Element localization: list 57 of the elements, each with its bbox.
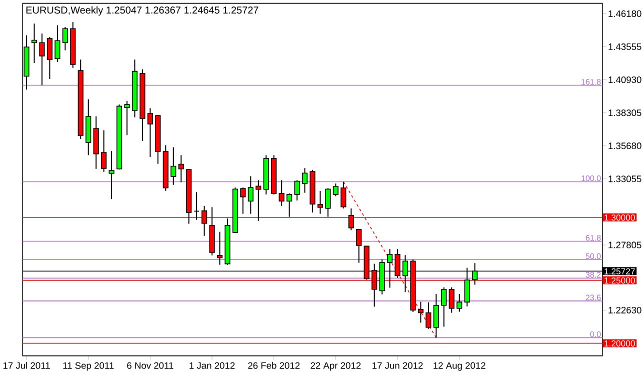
candlestick xyxy=(441,286,447,328)
candlestick xyxy=(325,188,331,218)
x-tick-label: 17 Jun 2012 xyxy=(372,362,423,369)
y-tick-label: 1.46180 xyxy=(608,10,642,17)
x-tick-label: 22 Apr 2012 xyxy=(310,362,361,371)
ref-line-label: 1.25000 xyxy=(604,277,635,284)
y-tick-label: 1.27805 xyxy=(608,242,642,248)
candlestick xyxy=(108,150,114,200)
candlestick xyxy=(31,23,38,64)
chart-title: EURUSD,Weekly 1.25047 1.26367 1.24645 1.25727 xyxy=(26,6,258,16)
annotation: 38.2 xyxy=(586,272,601,278)
candlestick xyxy=(54,24,60,62)
y-tick-label: 1.33055 xyxy=(608,176,642,182)
candlestick xyxy=(248,176,254,214)
y-tick-label: 1.40930 xyxy=(608,76,642,84)
candlestick xyxy=(448,286,454,314)
candlestick xyxy=(62,26,68,51)
y-tick-label: 1.35680 xyxy=(608,142,642,150)
x-tick-label: 26 Feb 2012 xyxy=(248,362,300,369)
annotation: 161.8 xyxy=(582,79,601,85)
y-tick-label: 1.38305 xyxy=(608,109,642,116)
candlestick xyxy=(286,192,292,218)
candlestick xyxy=(426,302,432,330)
candlestick xyxy=(433,293,439,338)
x-tick-label: 1 Jan 2012 xyxy=(190,362,235,369)
x-tick-label: 12 Aug 2012 xyxy=(434,362,486,371)
annotation: 0.0 xyxy=(590,331,601,338)
candlestick xyxy=(178,154,184,183)
candlestick xyxy=(294,180,300,201)
candlestick xyxy=(194,192,200,220)
x-tick-label: 11 Sep 2011 xyxy=(63,362,114,371)
candlestick xyxy=(418,301,424,324)
candlestick xyxy=(216,231,223,266)
candlestick xyxy=(356,228,362,264)
candlestick xyxy=(278,180,284,206)
candlestick xyxy=(147,108,153,158)
annotation: 100.0 xyxy=(582,175,601,182)
x-tick-label: 17 Jul 2011 xyxy=(3,362,50,369)
annotation: 50.0 xyxy=(586,253,601,260)
annotation: 61.8 xyxy=(586,234,601,241)
candlestick xyxy=(46,36,53,80)
candlestick xyxy=(124,100,130,136)
y-tick-label: 1.22630 xyxy=(608,306,642,314)
x-tick-label: 6 Nov 2011 xyxy=(127,362,174,369)
ref-line-label: 1.20000 xyxy=(604,340,635,346)
candlestick xyxy=(317,190,324,214)
candlestick xyxy=(456,293,462,312)
candlestick xyxy=(101,130,107,172)
candlestick xyxy=(170,146,176,186)
y-tick-label: 1.43555 xyxy=(608,43,642,50)
candlestick xyxy=(332,182,338,197)
ref-line-label: 1.30000 xyxy=(604,214,635,221)
candlestick xyxy=(39,33,45,86)
ref-line-label: 1.25727 xyxy=(604,268,635,274)
candlestick xyxy=(302,168,308,194)
candlestick xyxy=(240,186,246,214)
annotation: 23.6 xyxy=(586,294,601,300)
